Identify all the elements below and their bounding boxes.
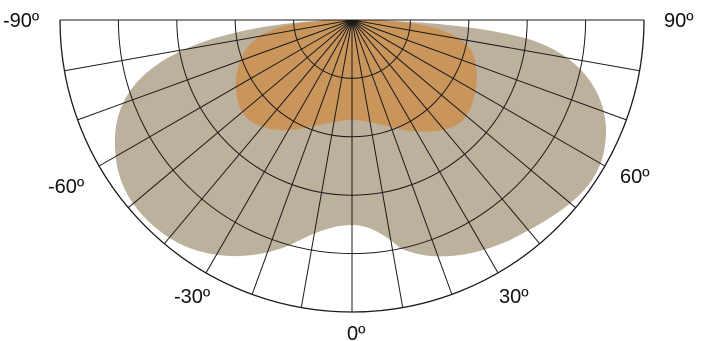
grid-spoke bbox=[163, 19, 353, 245]
distribution-shapes bbox=[114, 20, 607, 257]
grid-spoke bbox=[351, 19, 499, 274]
angle-label-neg60: -60º bbox=[48, 176, 85, 198]
angle-label-pos90: 90º bbox=[664, 10, 694, 32]
grid-spoke bbox=[351, 19, 640, 72]
grid-spoke bbox=[351, 19, 541, 245]
grid-spoke bbox=[205, 19, 353, 274]
grid-spoke bbox=[351, 19, 627, 121]
grid-spoke bbox=[251, 19, 353, 295]
inner-distribution-area bbox=[235, 20, 477, 132]
angle-labels: -90º 90º -60º 60º -30º 30º 0º bbox=[3, 10, 694, 341]
grid-spoke bbox=[300, 19, 353, 308]
grid-spoke bbox=[127, 19, 353, 209]
grid-spoke bbox=[351, 19, 453, 295]
grid-spoke bbox=[77, 19, 353, 121]
angle-label-neg90: -90º bbox=[3, 10, 40, 32]
angle-label-pos30: 30º bbox=[499, 286, 529, 308]
grid-spoke bbox=[351, 19, 404, 308]
angle-label-pos60: 60º bbox=[620, 166, 650, 188]
grid-spoke bbox=[64, 19, 353, 72]
grid-spoke bbox=[98, 19, 353, 167]
grid-spoke bbox=[351, 19, 606, 167]
polar-grid bbox=[59, 19, 645, 313]
angle-label-zero: 0º bbox=[347, 323, 366, 341]
angle-label-neg30: -30º bbox=[174, 286, 211, 308]
grid-spoke bbox=[351, 19, 577, 209]
